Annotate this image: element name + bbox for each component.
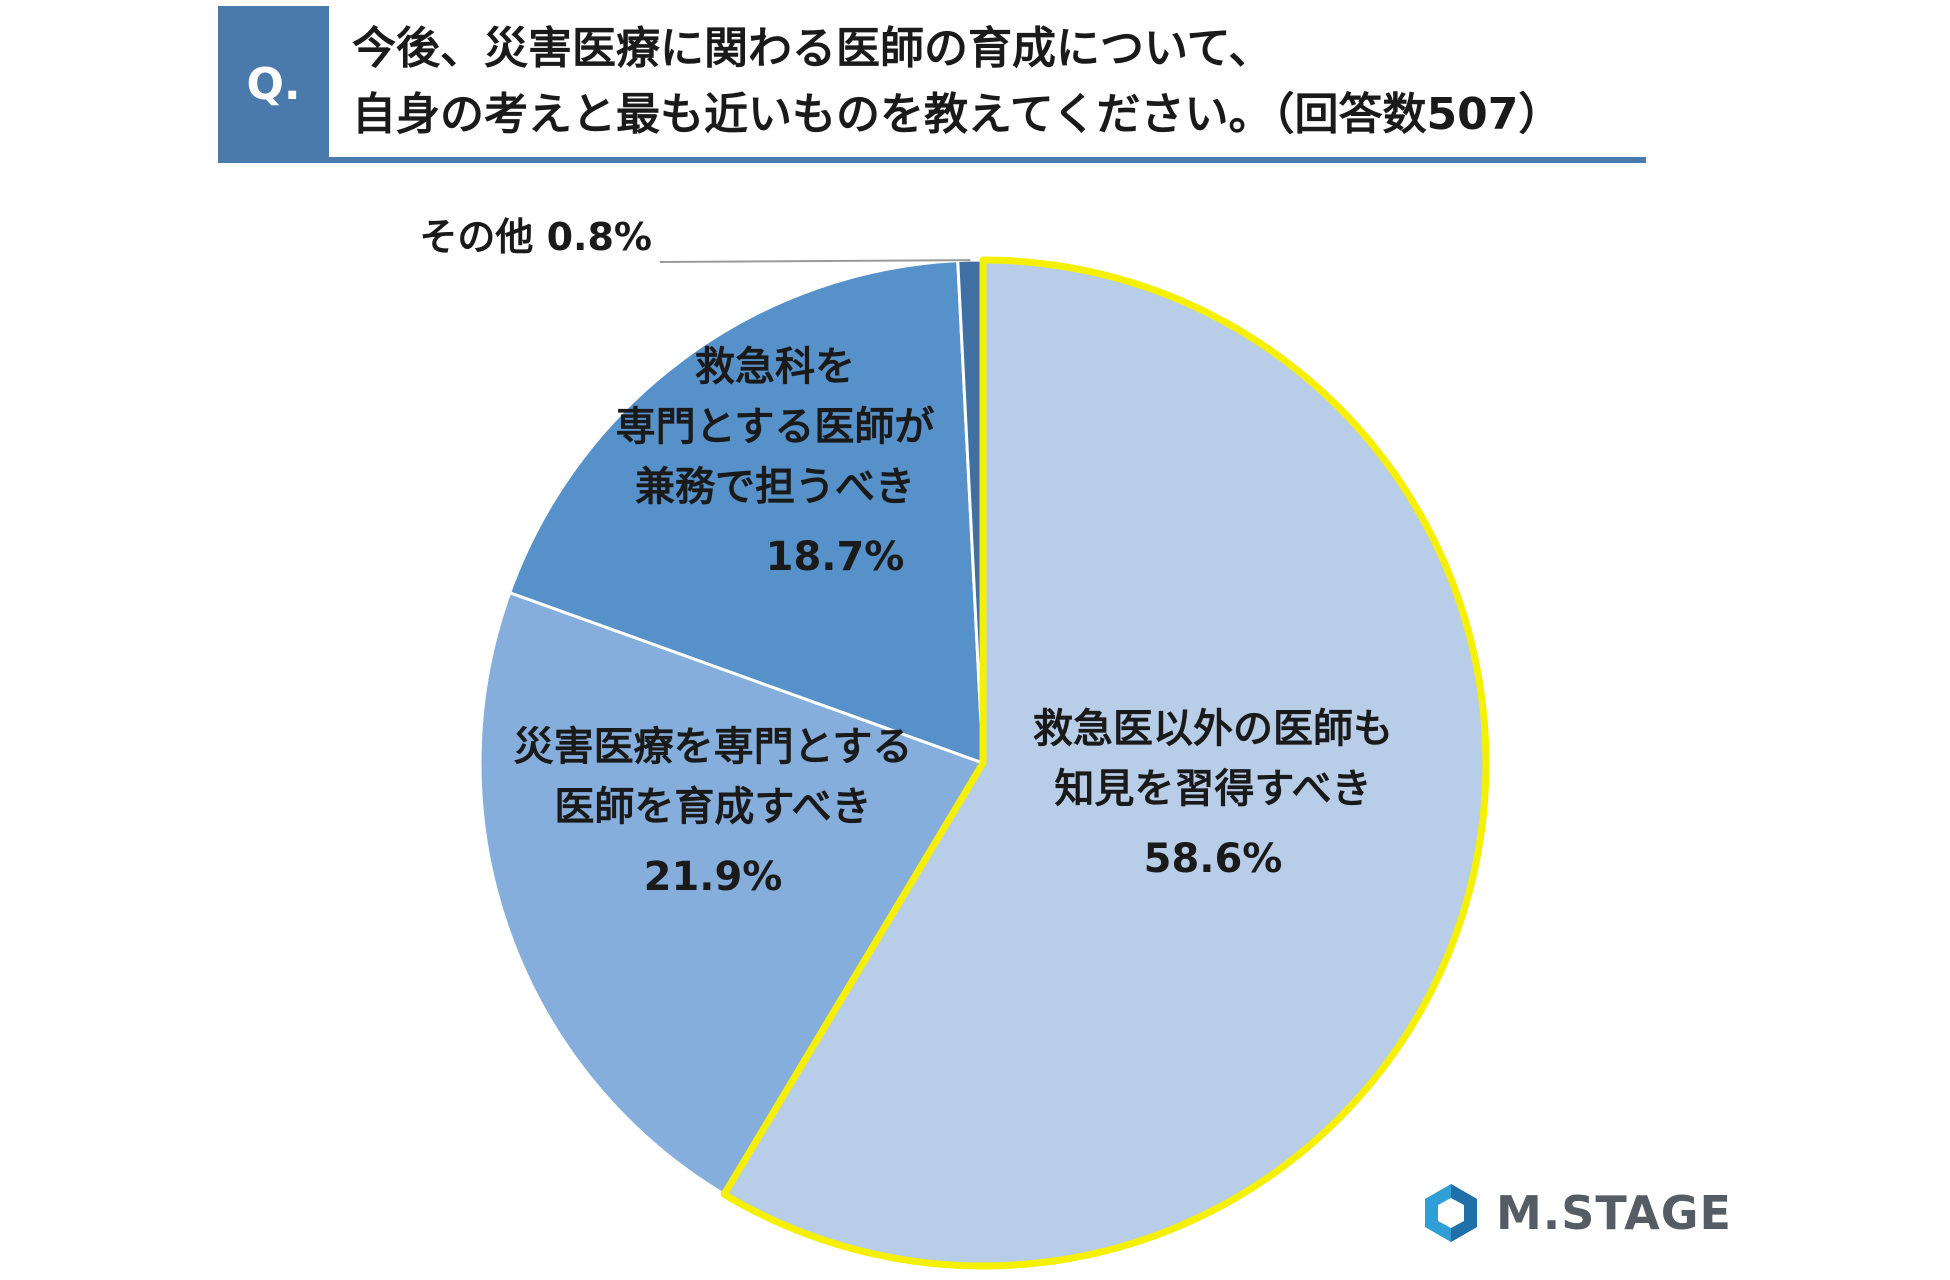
slice-label-other: その他 0.8% (419, 215, 652, 259)
slice-value-2: 18.7% (766, 534, 905, 580)
slice-label-2-line-1: 専門とする医師が (616, 404, 935, 450)
m-stage-logo: M.STAGE (1422, 1182, 1732, 1244)
slice-value-0: 58.6% (1144, 836, 1283, 882)
slice-value-1: 21.9% (644, 854, 783, 900)
leader-line-other (659, 259, 971, 263)
slice-label-2-line-0: 救急科を (695, 344, 855, 390)
m-stage-hexagon-icon (1425, 1184, 1477, 1242)
pie-slice-1 (478, 590, 986, 1197)
pie-slice-highlight-outline (720, 256, 1490, 1270)
question-line-1: 今後、災害医療に関わる医師の育成について、 (352, 23, 1273, 74)
pie-slice-2 (507, 259, 985, 766)
slice-label-1-line-1: 医師を育成すべき (554, 784, 871, 830)
slice-label-1-line-0: 災害医療を専門とする (514, 724, 913, 770)
slice-label-0-line-1: 知見を習得すべき (1054, 766, 1371, 812)
logo-text: M.STAGE (1496, 1186, 1732, 1240)
question-line-2: 自身の考えと最も近いものを教えてください。（回答数507） (352, 89, 1563, 140)
slice-label-0-line-0: 救急医以外の医師も (1033, 706, 1393, 752)
slice-label-2-line-2: 兼務で担うべき (635, 464, 915, 510)
question-badge: Q. (218, 6, 329, 163)
header-underline (329, 157, 1646, 163)
question-header: Q. 今後、災害医療に関わる医師の育成について、 自身の考えと最も近いものを教え… (218, 6, 1646, 163)
question-text: 今後、災害医療に関わる医師の育成について、 自身の考えと最も近いものを教えてくだ… (352, 16, 1562, 148)
